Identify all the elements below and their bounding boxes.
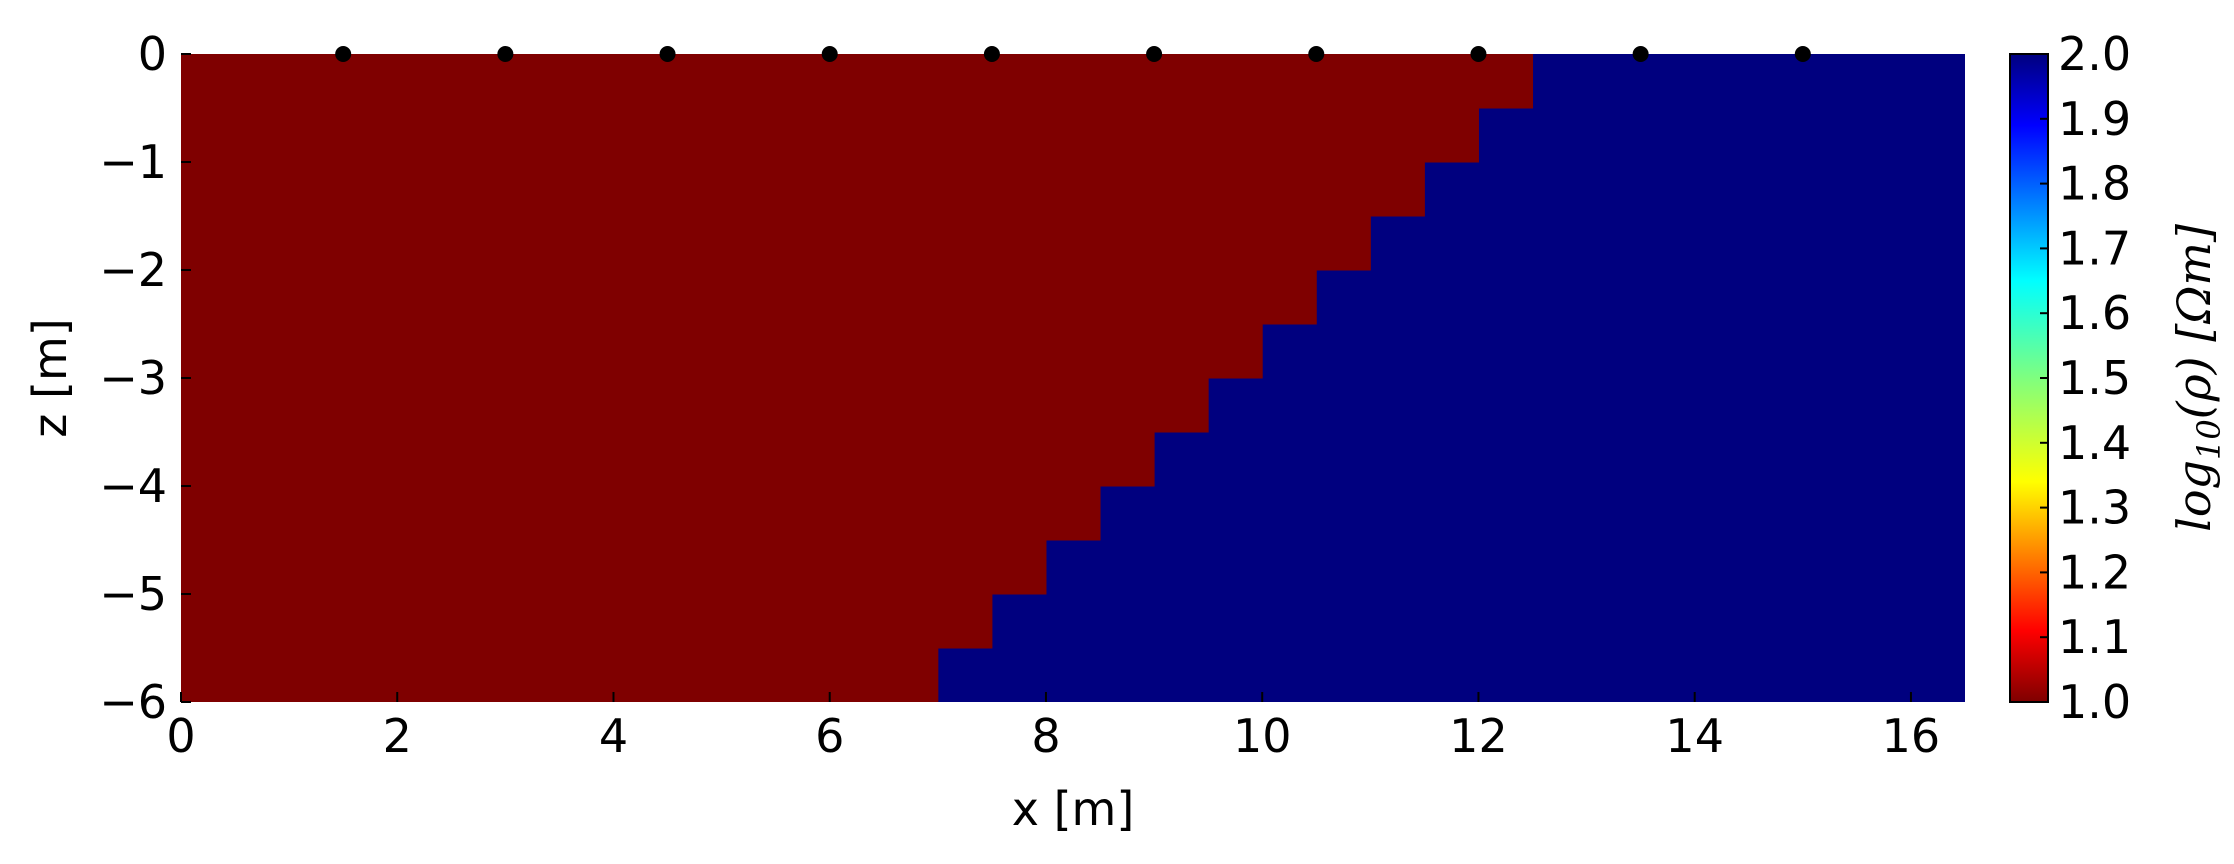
low-resistivity-row-7	[181, 432, 1155, 487]
low-resistivity-row-3	[181, 216, 1371, 271]
electrode-2	[497, 46, 514, 62]
x-axis-ticks: 0 2 4 6 8 10 12 14 16	[166, 692, 1940, 763]
low-resistivity-row-8	[181, 486, 1101, 541]
low-resistivity-row-1	[181, 108, 1479, 163]
colorbar-tick-label: 1.6	[2058, 286, 2131, 340]
electrode-7	[1308, 46, 1325, 62]
electrode-8	[1470, 46, 1487, 62]
low-resistivity-row-2	[181, 162, 1425, 217]
plot-area	[181, 54, 1965, 702]
x-tick-label: 6	[815, 709, 844, 763]
electrode-3	[659, 46, 676, 62]
low-resistivity-row-10	[181, 594, 993, 649]
x-tick-label: 12	[1449, 709, 1508, 763]
colorbar-tick-label: 1.9	[2058, 92, 2131, 146]
electrode-1	[335, 46, 352, 62]
electrode-markers	[335, 46, 1811, 62]
y-axis-label: z [m]	[23, 318, 77, 437]
electrode-4	[821, 46, 838, 62]
low-resistivity-row-9	[181, 540, 1047, 595]
x-tick-label: 0	[166, 709, 195, 763]
x-tick-label: 4	[599, 709, 628, 763]
x-tick-label: 16	[1882, 709, 1941, 763]
y-tick-label: −6	[99, 675, 167, 729]
colorbar-label-base: log	[2167, 460, 2221, 532]
x-tick-label: 2	[383, 709, 412, 763]
colorbar-tick-label: 1.3	[2058, 481, 2131, 535]
x-tick-label: 14	[1665, 709, 1724, 763]
colorbar-label-rest: (ρ) [Ωm]	[2167, 224, 2221, 419]
low-resistivity-row-5	[181, 324, 1263, 379]
colorbar-tick-label: 1.7	[2058, 221, 2131, 275]
colorbar-tick-label: 1.1	[2058, 610, 2131, 664]
colorbar-tick-label: 1.8	[2058, 157, 2131, 211]
low-resistivity-region	[181, 54, 1534, 702]
low-resistivity-row-11	[181, 648, 939, 702]
y-tick-label: −1	[99, 135, 167, 189]
colorbar-tick-label: 1.4	[2058, 416, 2131, 470]
colorbar-label: log10(ρ) [Ωm]	[2167, 224, 2228, 532]
colorbar-tick-label: 2.0	[2058, 27, 2131, 81]
colorbar-tick-label: 1.0	[2058, 675, 2131, 729]
y-tick-label: −5	[99, 567, 167, 621]
x-axis-label: x [m]	[1012, 782, 1135, 836]
colorbar-tick-label: 1.2	[2058, 545, 2131, 599]
colorbar: 1.0 1.1 1.2 1.3 1.4 1.5 1.6 1.7 1.8 1.9 2.0 log10(…	[2009, 27, 2228, 729]
colorbar-tick-label: 1.5	[2058, 351, 2131, 405]
y-axis-ticks: 0 −1 −2 −3 −4 −5 −6	[99, 27, 191, 729]
low-resistivity-row-0	[181, 54, 1534, 109]
colorbar-label-subscript: 10	[2190, 419, 2228, 460]
colorbar-ticks: 1.0 1.1 1.2 1.3 1.4 1.5 1.6 1.7 1.8 1.9 2.0	[2040, 27, 2131, 729]
x-tick-label: 8	[1031, 709, 1060, 763]
y-tick-label: −4	[99, 459, 167, 513]
electrode-5	[983, 46, 1000, 62]
electrode-9	[1632, 46, 1649, 62]
x-tick-label: 10	[1233, 709, 1292, 763]
y-tick-label: −3	[99, 351, 167, 405]
low-resistivity-row-4	[181, 270, 1317, 325]
electrode-6	[1146, 46, 1163, 62]
electrode-10	[1794, 46, 1811, 62]
low-resistivity-row-6	[181, 378, 1209, 433]
y-tick-label: −2	[99, 243, 167, 297]
y-tick-label: 0	[138, 27, 167, 81]
